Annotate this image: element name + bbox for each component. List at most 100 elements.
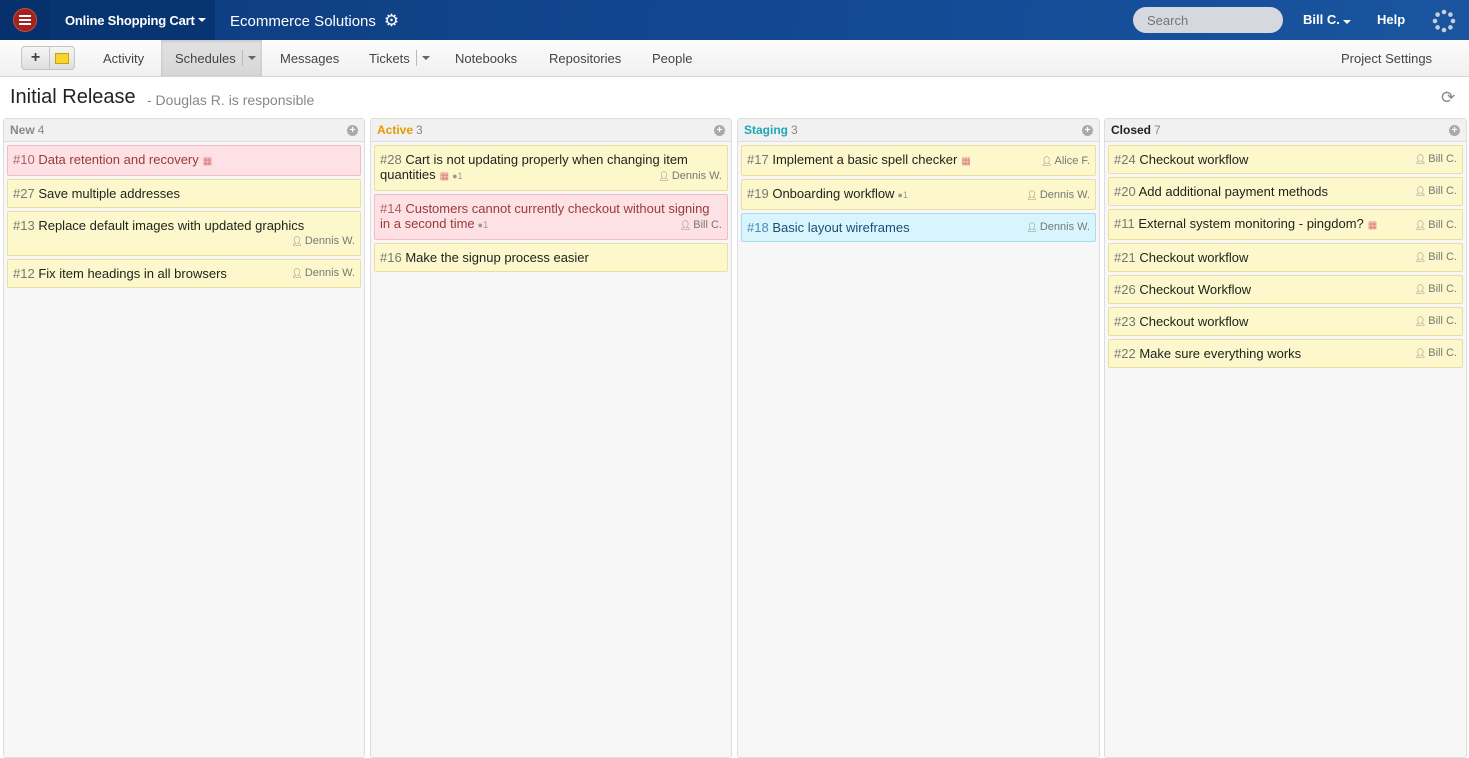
add-card-icon[interactable]: +: [1082, 125, 1093, 136]
ticket-card[interactable]: #20 Add additional payment methods 👤︎ Bill…: [1108, 177, 1463, 206]
assignee-name: Bill C.: [1428, 185, 1457, 197]
add-card-icon[interactable]: +: [714, 125, 725, 136]
ticket-number: #21: [1114, 250, 1136, 265]
top-navbar: Online Shopping Cart Ecommerce Solutions…: [0, 0, 1469, 40]
project-name: Online Shopping Cart: [65, 12, 195, 28]
loading-spinner-icon: [1432, 9, 1456, 33]
ticket-number: #24: [1114, 152, 1136, 167]
add-card-icon[interactable]: +: [347, 125, 358, 136]
company-name: Ecommerce Solutions: [230, 12, 376, 30]
assignee: 👤︎ Dennis W.: [1026, 220, 1090, 235]
ticket-number: #27: [13, 186, 35, 201]
tab-activity[interactable]: Activity: [103, 40, 144, 76]
card-list: #24 Checkout workflow 👤︎ Bill C. #20 Add ad…: [1105, 142, 1466, 374]
search-input[interactable]: [1133, 7, 1283, 33]
user-menu[interactable]: Bill C.: [1303, 12, 1351, 27]
assignee-spacer: [227, 277, 301, 278]
project-settings-link[interactable]: Project Settings: [1341, 40, 1432, 76]
comment-count: 1: [483, 220, 489, 230]
ticket-card[interactable]: #24 Checkout workflow 👤︎ Bill C.: [1108, 145, 1463, 174]
assignee-name: Bill C.: [693, 219, 722, 231]
assignee: 👤︎ Dennis W.: [1026, 188, 1090, 203]
column-title: Active: [377, 123, 414, 137]
app-logo[interactable]: [0, 0, 50, 40]
assignee-spacer: [1301, 357, 1353, 358]
ticket-card[interactable]: #14 Customers cannot currently checkout …: [374, 194, 728, 240]
ticket-title: Fix item headings in all browsers: [38, 266, 227, 281]
column-header: Staging 3 +: [738, 119, 1099, 142]
chevron-down-icon: [197, 18, 206, 22]
column-header: Active 3 +: [371, 119, 731, 142]
ticket-card[interactable]: #12 Fix item headings in all browsers 👤︎ D…: [7, 259, 361, 288]
assignee-name: Alice F.: [1054, 155, 1090, 167]
user-icon: 👤︎: [291, 268, 303, 278]
ticket-card[interactable]: #19 Onboarding workflow ●1 👤︎ Dennis W.: [741, 179, 1096, 210]
tab-label: Repositories: [549, 50, 622, 66]
assignee-spacer: [463, 178, 537, 179]
assignee-spacer: [1248, 163, 1300, 164]
ticket-number: #28: [380, 152, 402, 167]
ticket-card[interactable]: #13 Replace default images with updated …: [7, 211, 361, 256]
refresh-icon[interactable]: ⟳: [1441, 88, 1456, 107]
calendar-icon: ▦: [1367, 220, 1378, 231]
assignee-name: Dennis W.: [1039, 221, 1090, 233]
assignee: 👤︎ Bill C.: [1415, 314, 1457, 329]
assignee: 👤︎ Bill C.: [1415, 250, 1457, 265]
chevron-down-icon: [1342, 20, 1351, 24]
ticket-card[interactable]: #18 Basic layout wireframes 👤︎ Dennis W.: [741, 213, 1096, 242]
add-card-icon[interactable]: +: [1449, 125, 1460, 136]
ticket-title: Basic layout wireframes: [772, 220, 910, 235]
ticket-number: #16: [380, 250, 402, 265]
chevron-down-icon[interactable]: [247, 56, 256, 60]
tab-repositories[interactable]: Repositories: [549, 40, 621, 76]
tab-label: Tickets: [369, 50, 410, 66]
ticket-title: Onboarding workflow: [772, 186, 895, 201]
user-icon: 👤︎: [1041, 156, 1053, 166]
ticket-card[interactable]: #22 Make sure everything works 👤︎ Bill C.: [1108, 339, 1463, 368]
ticket-card[interactable]: #11 External system monitoring - pingdom…: [1108, 209, 1463, 240]
plus-icon[interactable]: +: [22, 47, 50, 69]
comment-icon: ●1: [897, 190, 908, 200]
assignee-spacer: [1328, 195, 1380, 196]
project-nav: + Activity Schedules Messages Tickets No…: [0, 40, 1469, 77]
quick-add-button[interactable]: +: [21, 46, 75, 70]
ticket-title: Checkout workflow: [1139, 152, 1249, 167]
assignee-spacer: [971, 163, 1030, 164]
card-list: #28 Cart is not updating properly when c…: [371, 142, 731, 278]
note-icon[interactable]: [50, 47, 74, 69]
tab-schedules[interactable]: Schedules: [161, 40, 262, 76]
ticket-card[interactable]: #28 Cart is not updating properly when c…: [374, 145, 728, 191]
tab-tickets[interactable]: Tickets: [369, 40, 430, 76]
project-switcher[interactable]: Online Shopping Cart: [50, 0, 215, 40]
assignee: 👤︎ Bill C.: [680, 218, 722, 233]
tab-messages[interactable]: Messages: [280, 40, 339, 76]
ticket-card[interactable]: #21 Checkout workflow 👤︎ Bill C.: [1108, 243, 1463, 272]
tab-label: Project Settings: [1341, 50, 1433, 66]
user-icon: 👤︎: [1414, 154, 1427, 164]
ticket-number: #12: [13, 266, 35, 281]
assignee-spacer: [488, 227, 540, 228]
ticket-number: #14: [380, 201, 402, 216]
comment-count: 1: [457, 171, 463, 181]
assignee-spacer: [1248, 325, 1300, 326]
ticket-card[interactable]: #10 Data retention and recovery ▦: [7, 145, 361, 176]
ticket-card[interactable]: #27 Save multiple addresses: [7, 179, 361, 208]
ticket-card[interactable]: #17 Implement a basic spell checker ▦ 👤︎ Al…: [741, 145, 1096, 176]
ticket-title: Checkout workflow: [1139, 314, 1249, 329]
column-closed: Closed 7 + #24 Checkout workflow 👤︎ Bill C. #2…: [1104, 118, 1467, 758]
ticket-card[interactable]: #16 Make the signup process easier: [374, 243, 728, 272]
tab-people[interactable]: People: [652, 40, 692, 76]
chevron-down-icon[interactable]: [421, 56, 430, 60]
assignee: 👤︎ Bill C.: [1415, 218, 1457, 233]
assignee-name: Bill C.: [1428, 347, 1457, 359]
ticket-number: #26: [1114, 282, 1136, 297]
company-link[interactable]: Ecommerce Solutions ⚙: [230, 11, 399, 31]
assignee: 👤︎ Dennis W.: [658, 169, 722, 184]
gear-icon[interactable]: ⚙: [383, 11, 400, 30]
help-link[interactable]: Help: [1377, 12, 1406, 27]
ticket-card[interactable]: #23 Checkout workflow 👤︎ Bill C.: [1108, 307, 1463, 336]
tab-notebooks[interactable]: Notebooks: [455, 40, 517, 76]
ticket-number: #18: [747, 220, 769, 235]
ticket-card[interactable]: #26 Checkout Workflow 👤︎ Bill C.: [1108, 275, 1463, 304]
column-staging: Staging 3 + #17 Implement a basic spell che…: [737, 118, 1100, 758]
